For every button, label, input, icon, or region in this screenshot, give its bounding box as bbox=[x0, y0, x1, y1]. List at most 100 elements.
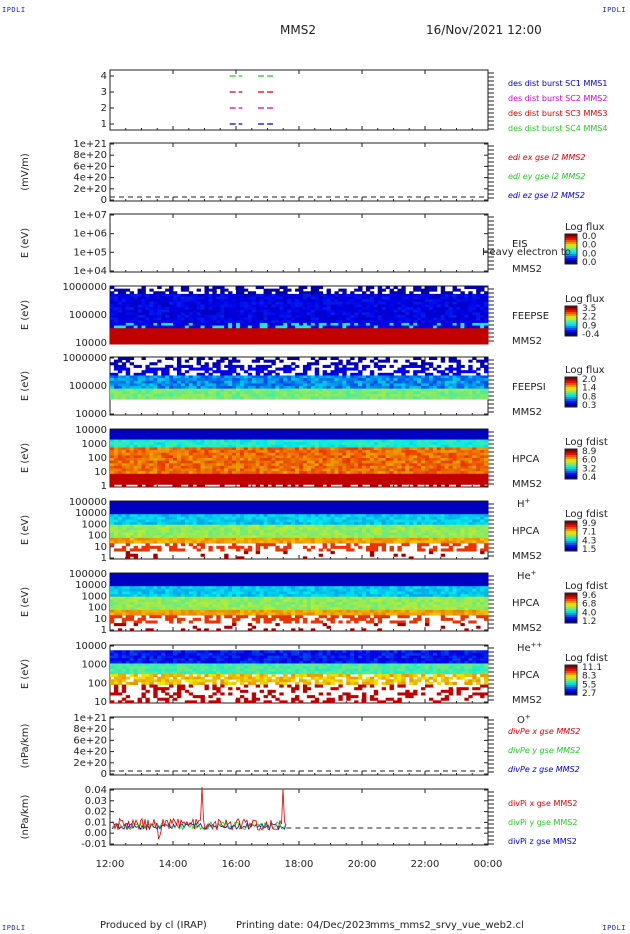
feepse-heat-cell bbox=[377, 341, 383, 345]
feepse-heat-cell bbox=[346, 315, 351, 319]
feepse-heat-cell bbox=[417, 315, 422, 319]
feepse-heat-cell bbox=[129, 312, 135, 316]
feepse-heat-cell bbox=[212, 291, 217, 295]
hpca_h-heat-cell bbox=[157, 439, 162, 443]
feepse-heat-cell bbox=[460, 325, 465, 329]
feepse-heat-cell bbox=[259, 325, 264, 329]
feepsi-heat-cell bbox=[188, 380, 194, 384]
hpca_h-heat-cell bbox=[291, 442, 296, 446]
hpca_h-heat-cell bbox=[346, 476, 351, 480]
eis-colorbar-frame bbox=[564, 233, 578, 265]
hpca_h-heat-cell bbox=[239, 481, 245, 485]
hpca_h-heat-cell bbox=[350, 431, 355, 435]
feepsi-heat-cell bbox=[236, 364, 241, 368]
feepse-heat-cell bbox=[129, 317, 135, 321]
feepse-heat-cell bbox=[279, 312, 284, 316]
feepse-heat-cell bbox=[259, 301, 264, 305]
feepse-heat-cell bbox=[338, 341, 343, 345]
hpca_h-heat-cell bbox=[165, 479, 170, 483]
hpca_h-heat-cell bbox=[129, 442, 135, 446]
feepsi-heat-cell bbox=[287, 364, 292, 368]
feepse-heat-cell bbox=[236, 309, 241, 313]
feepse-heat-cell bbox=[456, 296, 461, 300]
hpca_h-heat-cell bbox=[283, 481, 288, 485]
feepse-heat-cell bbox=[432, 301, 438, 305]
hpca_h-heat-cell bbox=[318, 455, 324, 459]
hpca_h-heat-cell bbox=[125, 455, 131, 459]
feepse-heat-cell bbox=[377, 291, 383, 295]
feepsi-heat-cell bbox=[279, 383, 284, 387]
hpca_h-heat-cell bbox=[141, 481, 146, 485]
hpca_h-heat-cell bbox=[133, 436, 138, 440]
feepse-heat-cell bbox=[165, 307, 170, 311]
feepse-heat-cell bbox=[121, 307, 127, 311]
feepsi-heat-cell bbox=[232, 359, 237, 363]
feepse-heat-cell bbox=[184, 341, 190, 345]
feepse-heat-cell bbox=[306, 304, 312, 308]
hpca_h-heat-cell bbox=[117, 476, 123, 480]
hpca_h-heat-cell bbox=[232, 434, 237, 438]
feepse-heat-cell bbox=[192, 307, 198, 311]
feepse-heat-cell bbox=[302, 293, 308, 297]
feepse-heat-cell bbox=[184, 315, 190, 319]
feepse-heat-cell bbox=[271, 325, 276, 329]
feepsi-heat-cell bbox=[149, 386, 154, 390]
feepsi-heat-cell bbox=[456, 367, 461, 371]
hpca_h-heat-cell bbox=[318, 465, 324, 469]
hpca_h-heat-cell bbox=[251, 463, 257, 467]
feepse-heat-cell bbox=[421, 333, 426, 337]
feepsi-heat-cell bbox=[287, 396, 292, 400]
feepsi-heat-cell bbox=[224, 364, 229, 368]
feepsi-heat-cell bbox=[456, 391, 461, 395]
feepse-heat-cell bbox=[153, 325, 158, 329]
hpca_h-heat-cell bbox=[318, 471, 324, 475]
feepsi-heat-cell bbox=[306, 375, 312, 379]
feepse-heat-cell bbox=[110, 317, 115, 321]
feepse-heat-cell bbox=[342, 338, 347, 342]
feepsi-heat-cell bbox=[129, 383, 135, 387]
hpca_h-heat-cell bbox=[180, 465, 186, 469]
hpca_h-heat-cell bbox=[239, 431, 245, 435]
feepsi-heat-cell bbox=[180, 372, 186, 376]
feepse-heat-cell bbox=[236, 301, 241, 305]
hpca_h-heat-cell bbox=[271, 484, 276, 488]
feepsi-heat-cell bbox=[314, 393, 320, 397]
hpca_h-heat-cell bbox=[295, 450, 300, 454]
hpca_h-heat-cell bbox=[137, 434, 142, 438]
feepsi-heat-cell bbox=[287, 383, 292, 387]
feepsi-heat-cell bbox=[239, 396, 245, 400]
feepsi-heat-cell bbox=[334, 357, 339, 361]
feepsi-heat-cell bbox=[200, 357, 205, 361]
hpca_h-heat-cell bbox=[169, 465, 174, 469]
feepse-heat-cell bbox=[436, 304, 442, 308]
feepse-heat-cell bbox=[228, 293, 233, 297]
hpca_h-heat-cell bbox=[310, 463, 316, 467]
feepsi-heat-cell bbox=[385, 378, 390, 382]
feepse-heat-cell bbox=[421, 293, 426, 297]
feepse-heat-cell bbox=[448, 325, 453, 329]
hpca_h-heat-cell bbox=[149, 481, 154, 485]
feepse-heat-cell bbox=[436, 325, 442, 329]
feepse-heat-cell bbox=[165, 288, 170, 292]
hpca_h-heat-cell bbox=[145, 468, 150, 472]
feepsi-heat-cell bbox=[149, 393, 154, 397]
feepse-heat-cell bbox=[220, 330, 225, 334]
feepse-heat-cell bbox=[385, 322, 390, 326]
hpca_h-heat-cell bbox=[133, 439, 138, 443]
feepse-heat-cell bbox=[432, 293, 438, 297]
feepse-heat-cell bbox=[263, 328, 268, 332]
feepse-heat-cell bbox=[350, 304, 355, 308]
feepsi-heat-cell bbox=[440, 388, 446, 392]
feepsi-heat-cell bbox=[137, 380, 142, 384]
feepse-heat-cell bbox=[251, 336, 257, 340]
hpca_h-heat-cell bbox=[145, 481, 150, 485]
feepse-heat-cell bbox=[464, 286, 469, 290]
feepse-heat-cell bbox=[401, 299, 406, 303]
hpca_h-heat-cell bbox=[113, 450, 119, 454]
hpca_h-heat-cell bbox=[145, 447, 150, 451]
hpca_h-heat-cell bbox=[263, 439, 268, 443]
hpca_h-heat-cell bbox=[153, 481, 158, 485]
feepsi-heat-cell bbox=[243, 396, 249, 400]
feepse-heat-cell bbox=[365, 301, 371, 305]
hpca_h-colorbar-cell bbox=[565, 475, 577, 478]
